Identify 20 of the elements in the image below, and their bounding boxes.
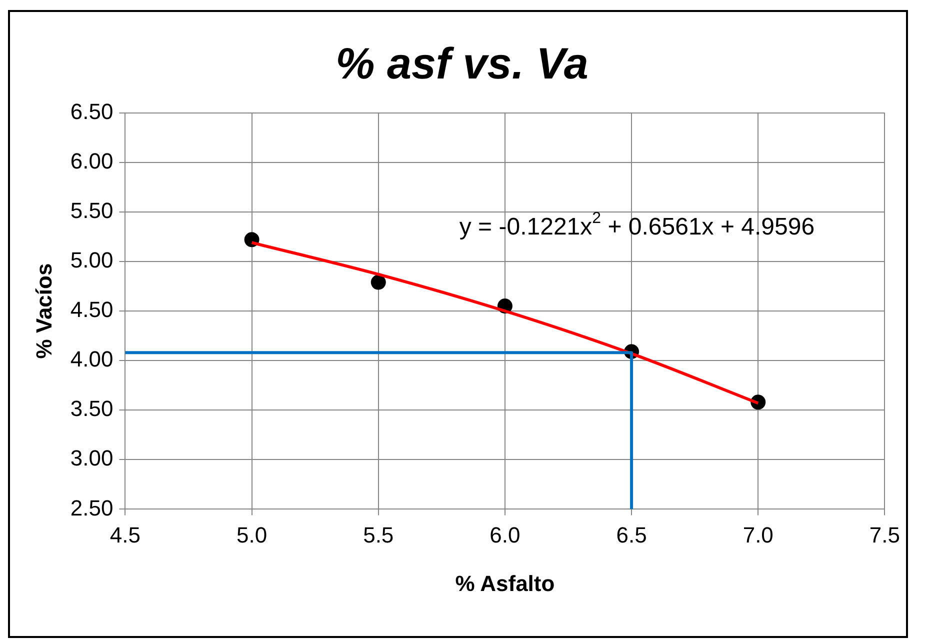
x-axis-title: % Asfalto bbox=[455, 570, 555, 596]
x-tick-label: 4.5 bbox=[110, 522, 141, 548]
y-tick-label: 6.00 bbox=[70, 148, 114, 174]
point bbox=[370, 274, 386, 290]
y-tick-label: 5.00 bbox=[70, 248, 114, 273]
y-tick-label: 6.50 bbox=[70, 98, 114, 124]
chart-title: % asf vs. Va bbox=[336, 40, 588, 89]
x-tick-label: 7.5 bbox=[869, 522, 900, 548]
x-tick-label: 6.0 bbox=[490, 522, 520, 548]
y-tick-label: 4.50 bbox=[70, 297, 114, 322]
x-tick-label: 7.0 bbox=[742, 522, 774, 548]
x-tick-label: 5.0 bbox=[236, 522, 268, 548]
y-axis-title: % Vacíos bbox=[31, 263, 56, 359]
y-tick-label: 3.50 bbox=[70, 396, 114, 422]
y-tick-label: 2.50 bbox=[70, 495, 114, 520]
x-tick-label: 6.5 bbox=[616, 522, 647, 548]
y-tick-label: 5.50 bbox=[70, 198, 114, 223]
x-tick-label: 5.5 bbox=[363, 522, 394, 548]
y-tick-label: 4.00 bbox=[70, 346, 114, 372]
y-tick-label: 3.00 bbox=[70, 446, 114, 471]
